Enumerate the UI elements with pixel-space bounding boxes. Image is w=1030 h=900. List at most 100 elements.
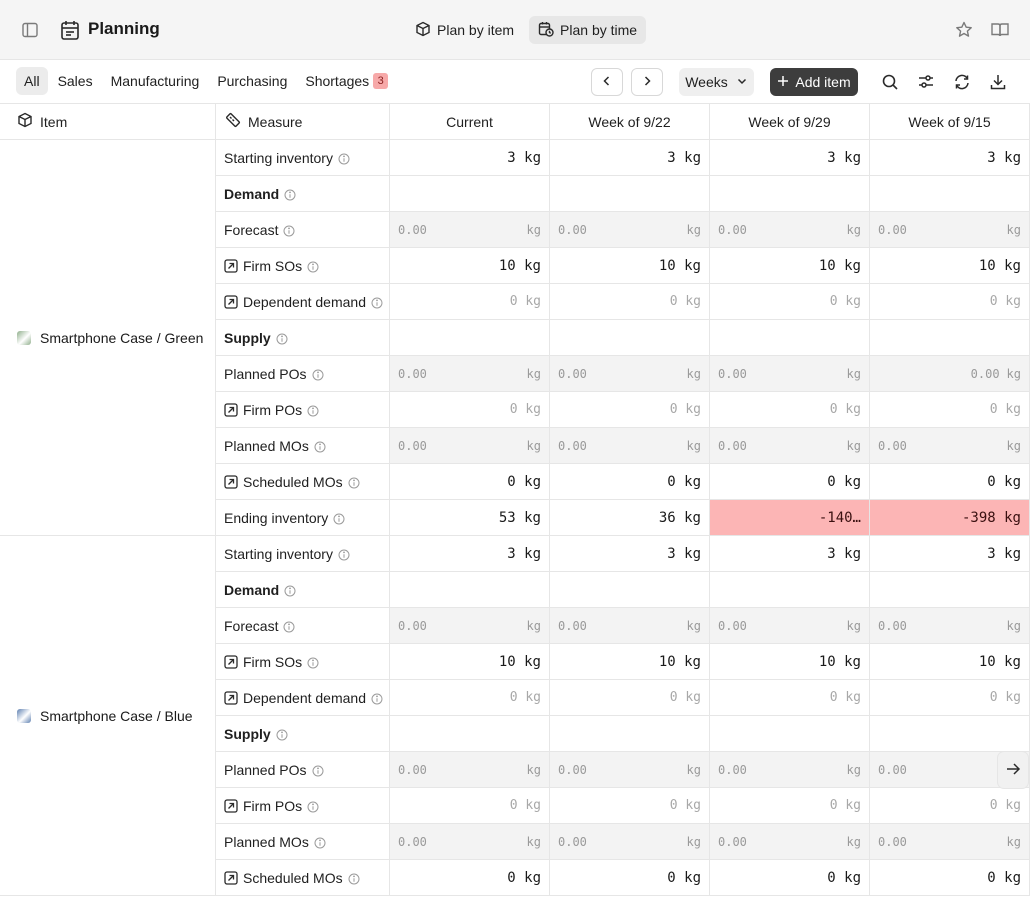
- tab-manufacturing[interactable]: Manufacturing: [110, 73, 200, 89]
- info-icon[interactable]: [283, 620, 295, 632]
- column-header-week-9-15[interactable]: Week of 9/15: [870, 104, 1030, 140]
- editable-value-cell[interactable]: 0.00 kg: [390, 608, 550, 644]
- item-cell[interactable]: Smartphone Case / Green: [0, 140, 216, 536]
- tab-shortages[interactable]: Shortages 3: [297, 67, 396, 95]
- info-icon[interactable]: [348, 872, 360, 884]
- editable-value-cell[interactable]: 0.00 kg: [550, 608, 710, 644]
- editable-value-cell[interactable]: 0.00 kg: [870, 824, 1030, 860]
- editable-value-cell[interactable]: 0.00 kg: [390, 428, 550, 464]
- editable-value-cell[interactable]: 0.00 kg: [550, 212, 710, 248]
- cell-value: 3 kg: [667, 545, 701, 562]
- cell-unit: kg: [1006, 222, 1021, 237]
- editable-value-cell[interactable]: 0.00 kg: [390, 356, 550, 392]
- info-icon[interactable]: [284, 188, 296, 200]
- cell-value: 0.00: [398, 834, 427, 849]
- open-link-icon[interactable]: [224, 870, 238, 885]
- editable-value-cell[interactable]: 0.00 kg: [390, 212, 550, 248]
- search-icon[interactable]: [880, 72, 900, 92]
- cell-value: 0 kg: [989, 294, 1021, 309]
- info-icon[interactable]: [348, 476, 360, 488]
- editable-value-cell[interactable]: 0.00 kg: [550, 752, 710, 788]
- item-column-label: Item: [40, 113, 68, 130]
- editable-value-cell[interactable]: 0.00 kg: [710, 428, 870, 464]
- open-link-icon[interactable]: [224, 798, 238, 813]
- download-icon[interactable]: [988, 72, 1008, 92]
- editable-value-cell[interactable]: 0.00 kg: [870, 428, 1030, 464]
- editable-value-cell[interactable]: 0.00 kg: [710, 752, 870, 788]
- editable-value-cell[interactable]: 0.00 kg: [870, 608, 1030, 644]
- item-name: Smartphone Case / Green: [40, 329, 204, 346]
- calendar-icon: [60, 19, 80, 41]
- sidebar-toggle-icon[interactable]: [20, 20, 40, 40]
- cell-value: 0 kg: [829, 798, 861, 813]
- editable-value-cell[interactable]: 0.00 kg: [550, 824, 710, 860]
- column-header-week-9-29[interactable]: Week of 9/29: [710, 104, 870, 140]
- info-icon[interactable]: [276, 332, 288, 344]
- editable-value-cell[interactable]: 0.00 kg: [710, 212, 870, 248]
- tab-purchasing[interactable]: Purchasing: [217, 73, 288, 89]
- value-cell: 10 kg: [710, 644, 870, 680]
- column-header-week-9-22[interactable]: Week of 9/22: [550, 104, 710, 140]
- editable-value-cell[interactable]: 0.00 kg: [710, 356, 870, 392]
- info-icon[interactable]: [284, 584, 296, 596]
- editable-value-cell[interactable]: 0.00 kg: [710, 824, 870, 860]
- info-icon[interactable]: [371, 296, 383, 308]
- info-icon[interactable]: [307, 260, 319, 272]
- cell-value: 3 kg: [987, 149, 1021, 166]
- period-select[interactable]: Weeks: [679, 68, 754, 96]
- cell-value: -140…: [818, 509, 861, 526]
- tab-all[interactable]: All: [16, 67, 48, 95]
- editable-value-cell[interactable]: 0.00 kg: [870, 356, 1030, 392]
- open-link-icon[interactable]: [224, 294, 238, 309]
- cell-unit: kg: [1006, 438, 1021, 453]
- item-cell[interactable]: Smartphone Case / Blue: [0, 536, 216, 896]
- plan-by-time-button[interactable]: Plan by time: [529, 16, 647, 44]
- measure-label: Planned POs: [224, 365, 307, 382]
- previous-period-button[interactable]: [591, 68, 623, 96]
- open-link-icon[interactable]: [224, 474, 238, 489]
- measure-label-cell: Dependent demand: [216, 284, 390, 320]
- open-link-icon[interactable]: [224, 690, 238, 705]
- open-link-icon[interactable]: [224, 402, 238, 417]
- plan-by-item-button[interactable]: Plan by item: [406, 16, 523, 44]
- info-icon[interactable]: [338, 152, 350, 164]
- tab-sales[interactable]: Sales: [57, 73, 93, 89]
- editable-value-cell[interactable]: 0.00 kg: [550, 356, 710, 392]
- open-link-icon[interactable]: [224, 654, 238, 669]
- info-icon[interactable]: [314, 440, 326, 452]
- book-icon[interactable]: [990, 20, 1010, 40]
- value-cell: 3 kg: [390, 140, 550, 176]
- info-icon[interactable]: [338, 548, 350, 560]
- cell-value: 0 kg: [509, 294, 541, 309]
- measure-column-header[interactable]: Measure: [216, 104, 390, 140]
- info-icon[interactable]: [307, 800, 319, 812]
- editable-value-cell[interactable]: 0.00 kg: [870, 212, 1030, 248]
- info-icon[interactable]: [307, 656, 319, 668]
- column-header-current[interactable]: Current: [390, 104, 550, 140]
- measure-row: Supply: [216, 716, 1030, 752]
- info-icon[interactable]: [312, 368, 324, 380]
- value-cell: 0 kg: [870, 284, 1030, 320]
- item-column-header[interactable]: Item: [0, 104, 216, 140]
- editable-value-cell[interactable]: 0.00 kg: [710, 608, 870, 644]
- star-icon[interactable]: [954, 20, 974, 40]
- info-icon[interactable]: [371, 692, 383, 704]
- open-link-icon[interactable]: [224, 258, 238, 273]
- item-thumbnail: [17, 708, 31, 723]
- add-item-button[interactable]: Add item: [770, 68, 858, 96]
- info-icon[interactable]: [283, 224, 295, 236]
- info-icon[interactable]: [312, 764, 324, 776]
- info-icon[interactable]: [314, 836, 326, 848]
- value-cell: 0 kg: [550, 284, 710, 320]
- editable-value-cell[interactable]: 0.00 kg: [550, 428, 710, 464]
- refresh-icon[interactable]: [952, 72, 972, 92]
- measure-label-cell: Firm POs: [216, 392, 390, 428]
- filter-sliders-icon[interactable]: [916, 72, 936, 92]
- next-period-button[interactable]: [631, 68, 663, 96]
- editable-value-cell[interactable]: 0.00 kg: [390, 824, 550, 860]
- info-icon[interactable]: [276, 728, 288, 740]
- scroll-right-button[interactable]: [998, 752, 1028, 788]
- editable-value-cell[interactable]: 0.00 kg: [390, 752, 550, 788]
- info-icon[interactable]: [307, 404, 319, 416]
- info-icon[interactable]: [333, 512, 345, 524]
